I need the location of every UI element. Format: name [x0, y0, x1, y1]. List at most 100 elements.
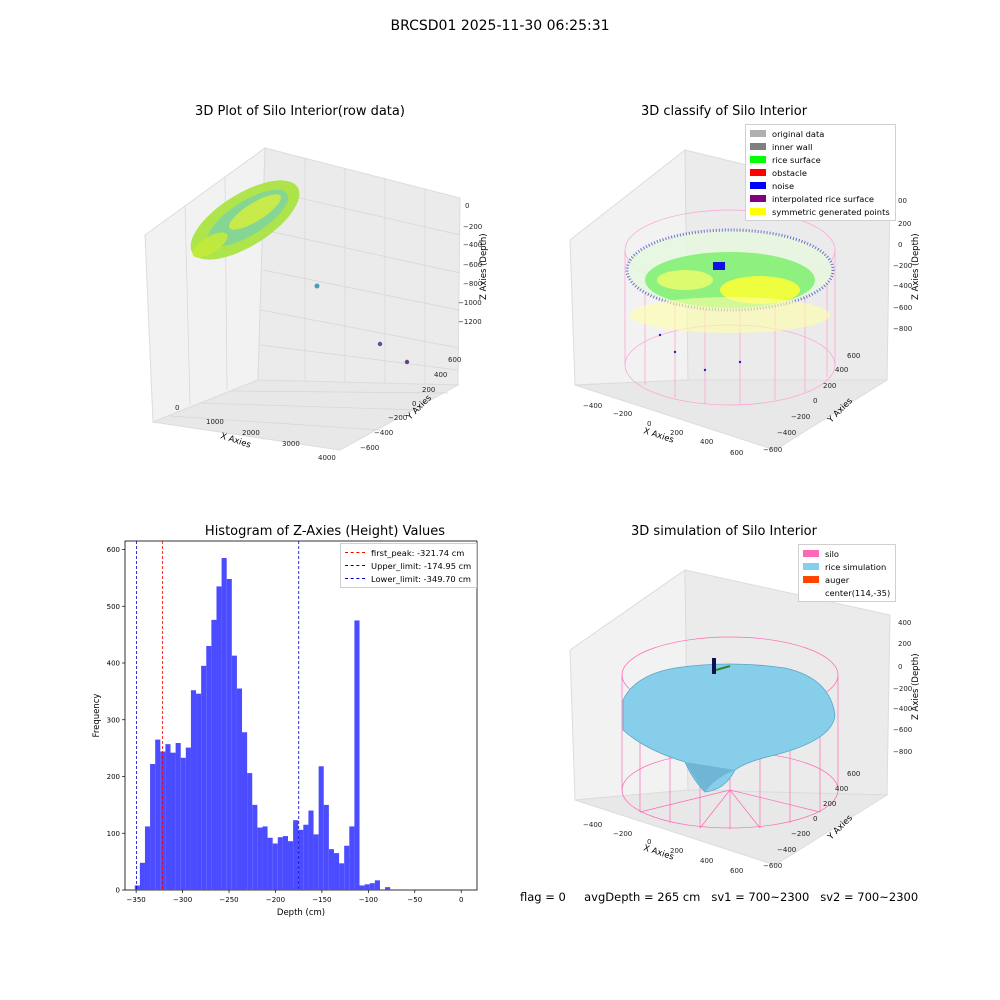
plot1-ytick: 200: [422, 386, 435, 394]
plot1-ytick: 400: [434, 371, 447, 379]
plot2-zlabel: Z Axies (Depth): [911, 233, 921, 300]
histogram-bar: [262, 826, 268, 890]
histogram-bar: [221, 558, 227, 890]
plot4-rice-surface: [622, 663, 836, 793]
plot2-ztick: 00: [898, 197, 907, 205]
histogram-bar: [180, 757, 186, 890]
legend-swatch: [750, 195, 766, 202]
plot2-ztick: −200: [893, 262, 912, 270]
histogram-bar: [333, 853, 340, 890]
y-tick-label: 600: [107, 546, 120, 554]
plot4-ztick: 200: [898, 640, 911, 648]
legend-swatch: [750, 182, 766, 189]
histogram-bar: [231, 655, 237, 890]
histogram-bar: [374, 880, 380, 890]
histogram-bar: [226, 579, 232, 890]
plot4-ytick: −200: [791, 830, 810, 838]
histogram-bar: [201, 665, 207, 890]
plot2-ytick: 200: [823, 382, 836, 390]
plot2-ytick: −600: [763, 446, 782, 454]
legend-item: Lower_limit: -349.70 cm: [345, 572, 471, 585]
plot2-ytick: 600: [847, 352, 860, 360]
plot4-ztick: 400: [898, 619, 911, 627]
plot1-ztick: −400: [463, 241, 482, 249]
plot1-title: 3D Plot of Silo Interior(row data): [195, 104, 405, 119]
histogram-bar: [247, 773, 253, 890]
plot1-xtick: 3000: [282, 440, 300, 448]
legend-item: Upper_limit: -174.95 cm: [345, 559, 471, 572]
x-tick-label: −350: [127, 896, 146, 904]
legend-item: rice simulation: [803, 560, 890, 573]
histogram-bar: [287, 841, 294, 890]
plot4-ticks: −400 −200 0 200 400 600 600 400 200 0 −2…: [583, 619, 912, 875]
plot1-ztick: −200: [463, 223, 482, 231]
histogram-bar: [211, 619, 217, 890]
plot4-xtick: 600: [730, 867, 743, 875]
legend-swatch: [750, 130, 766, 137]
legend-item: obstacle: [750, 166, 890, 179]
histogram-bar: [339, 863, 345, 890]
histogram-title: Histogram of Z-Axies (Height) Values: [204, 524, 446, 539]
plot2-xtick: −400: [583, 402, 602, 410]
plot2-ztick: −800: [893, 325, 912, 333]
plot4-ztick: −800: [893, 748, 912, 756]
y-ticks: 0 100 200 300 400 500 600: [107, 546, 125, 895]
histogram-bar: [252, 804, 258, 890]
plot4-xtick: 400: [700, 857, 713, 865]
plot2-xtick: −200: [613, 410, 632, 418]
legend-item: rice surface: [750, 153, 890, 166]
y-tick-label: 200: [107, 773, 120, 781]
plot4-ytick: −600: [763, 862, 782, 870]
plot2-ticks: −400 −200 0 200 400 600 600 400 200 0 −2…: [583, 197, 912, 457]
plot1-ytick: −600: [360, 444, 379, 452]
legend-item: first_peak: -321.74 cm: [345, 546, 471, 559]
histogram-bar: [349, 826, 355, 890]
plot4-xtick: −400: [583, 821, 602, 829]
plot2-classified-points: [625, 228, 835, 372]
legend-swatch: [803, 550, 819, 557]
plot1-xtick: 2000: [242, 429, 260, 437]
plot4-ytick: 0: [813, 815, 817, 823]
plot1-3d-raw: 0 1000 2000 3000 4000 600 400 200 0 −200…: [144, 146, 489, 462]
x-tick-label: 0: [459, 896, 463, 904]
histogram-bar: [293, 820, 299, 890]
plot2-title: 3D classify of Silo Interior: [640, 104, 808, 119]
plot2-ztick: −400: [893, 282, 912, 290]
x-tick-label: −200: [266, 896, 285, 904]
histogram-bar: [272, 843, 278, 890]
histogram-legend: first_peak: -321.74 cm Upper_limit: -174…: [340, 543, 478, 588]
plot4-ztick: −400: [893, 705, 912, 713]
histogram-bar: [144, 826, 151, 890]
legend-line: [345, 578, 365, 579]
histogram-bar: [359, 885, 365, 890]
plot2-ytick: −400: [777, 429, 796, 437]
plot1-zlabel: Z Axies (Depth): [479, 233, 489, 300]
plot4-ztick: 0: [898, 663, 902, 671]
legend-item: noise: [750, 179, 890, 192]
y-tick-label: 300: [107, 716, 120, 724]
plot1-xtick: 4000: [318, 454, 336, 462]
plot4-ytick: 400: [835, 785, 848, 793]
plot1-ztick: −800: [463, 280, 482, 288]
plot1-point-cloud: [190, 180, 410, 365]
histogram-bar: [196, 693, 202, 890]
plot4-ytick: 200: [823, 800, 836, 808]
figure-title: BRCSD01 2025-11-30 06:25:31: [390, 18, 610, 34]
legend-swatch: [750, 169, 766, 176]
legend-item: silo: [803, 547, 890, 560]
histogram-bar: [165, 744, 171, 890]
histogram-bar: [303, 824, 309, 890]
legend-swatch: [803, 563, 819, 570]
plot2-xtick: 400: [700, 438, 713, 446]
histogram-bar: [175, 743, 181, 890]
histogram-bar: [323, 804, 329, 890]
plot2-ztick: 200: [898, 220, 911, 228]
plot2-ytick: 400: [835, 366, 848, 374]
plot1-ztick: −1200: [458, 318, 482, 326]
x-tick-label: −300: [173, 896, 192, 904]
plot2-xtick: 0: [647, 420, 651, 428]
plot4-title: 3D simulation of Silo Interior: [631, 524, 817, 539]
histogram-bar: [328, 849, 334, 890]
histogram-bar: [344, 845, 350, 890]
legend-item: original data: [750, 127, 890, 140]
